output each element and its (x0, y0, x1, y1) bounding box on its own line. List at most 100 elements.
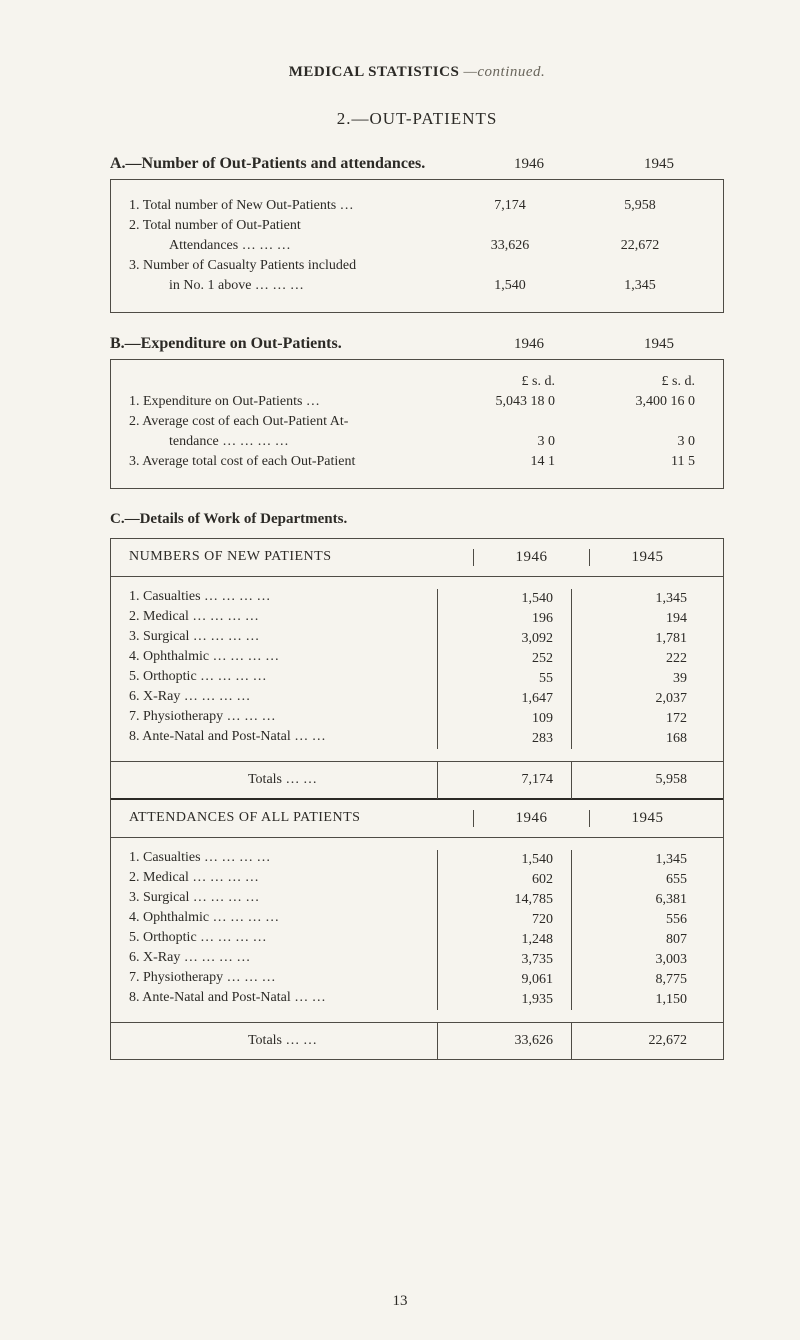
row-value-1946: 283 (437, 729, 571, 749)
row-label: 5. Orthoptic … … … … (129, 930, 437, 946)
table-row: 8. Ante-Natal and Post-Natal … …1,9351,1… (129, 990, 705, 1010)
row-value-1946: 252 (437, 649, 571, 669)
row-value-1945: 5,958 (575, 198, 705, 214)
table-row: 2. Medical … … … …196194 (129, 609, 705, 629)
panel-totals: Totals … …33,62622,672 (111, 1022, 723, 1059)
table-row: 6. X-Ray … … … …3,7353,003 (129, 950, 705, 970)
table-row: 6. X-Ray … … … …1,6472,037 (129, 689, 705, 709)
row-value-1946: 9,061 (437, 970, 571, 990)
row-value-1945: 11 5 (565, 454, 705, 470)
row-value-1945: 3,400 16 0 (565, 394, 705, 410)
row-label: 7. Physiotherapy … … … (129, 709, 437, 725)
table-row: 7. Physiotherapy … … …9,0618,775 (129, 970, 705, 990)
row-label: 8. Ante-Natal and Post-Natal … … (129, 990, 437, 1006)
totals-value-1945: 5,958 (571, 761, 705, 799)
panel-year-1946: 1946 (473, 810, 589, 827)
row-value-1945: 1,150 (571, 990, 705, 1010)
table-row: 2. Average cost of each Out-Patient At- (129, 414, 705, 430)
row-label: 6. X-Ray … … … … (129, 950, 437, 966)
row-label: 2. Total number of Out-Patient (129, 218, 445, 234)
table-row: tendance … … … …3 03 0 (129, 434, 705, 450)
totals-value-1945: 22,672 (571, 1022, 705, 1060)
table-row: 1. Casualties … … … …1,5401,345 (129, 850, 705, 870)
section-b-heading: B.—Expenditure on Out-Patients. (110, 335, 464, 353)
running-title: MEDICAL STATISTICS —continued. (110, 64, 724, 81)
row-value-1945: 556 (571, 910, 705, 930)
running-title-continued: —continued. (464, 64, 546, 80)
row-label: 1. Casualties … … … … (129, 589, 437, 605)
table-row: 1. Total number of New Out-Patients …7,1… (129, 198, 705, 214)
row-label: 2. Average cost of each Out-Patient At- (129, 414, 425, 430)
row-label: 4. Ophthalmic … … … … (129, 649, 437, 665)
panel-title: NUMBERS OF NEW PATIENTS (129, 549, 473, 566)
row-label: 7. Physiotherapy … … … (129, 970, 437, 986)
section-c-block: NUMBERS OF NEW PATIENTS194619451. Casual… (110, 538, 724, 1060)
row-value-1946: 33,626 (445, 238, 575, 254)
row-value-1945: 1,345 (575, 278, 705, 294)
table-row: 8. Ante-Natal and Post-Natal … …283168 (129, 729, 705, 749)
panel-body: 1. Casualties … … … …1,5401,3452. Medica… (111, 838, 723, 1022)
section-a-heading: A.—Number of Out-Patients and attendance… (110, 155, 464, 173)
totals-value-1946: 33,626 (437, 1022, 571, 1060)
row-value-1946: 3,092 (437, 629, 571, 649)
row-value-1945: 6,381 (571, 890, 705, 910)
row-value-1946: 3 0 (425, 434, 565, 450)
table-row: 4. Ophthalmic … … … …252222 (129, 649, 705, 669)
lsd-col-2: £ s. d. (565, 374, 705, 390)
row-value-1946: 1,540 (437, 850, 571, 870)
table-row: 3. Number of Casualty Patients included (129, 258, 705, 274)
row-value-1945: 1,345 (571, 589, 705, 609)
table-row: Attendances … … …33,62622,672 (129, 238, 705, 254)
row-value-1945: 168 (571, 729, 705, 749)
section-b-block: £ s. d. £ s. d. 1. Expenditure on Out-Pa… (110, 359, 724, 489)
row-value-1945: 39 (571, 669, 705, 689)
page-number: 13 (0, 1293, 800, 1310)
year-col-1945: 1945 (594, 156, 724, 173)
panel-year-1946: 1946 (473, 549, 589, 566)
panel-year-1945: 1945 (589, 810, 705, 827)
row-value-1945: 194 (571, 609, 705, 629)
row-value-1946: 1,540 (437, 589, 571, 609)
table-row: 3. Average total cost of each Out-Patien… (129, 454, 705, 470)
section-c: NUMBERS OF NEW PATIENTS194619451. Casual… (110, 538, 724, 1060)
row-label: 3. Number of Casualty Patients included (129, 258, 445, 274)
totals-label: Totals … … (129, 1033, 437, 1049)
row-label: 6. X-Ray … … … … (129, 689, 437, 705)
section-a-block: 1. Total number of New Out-Patients …7,1… (110, 179, 724, 313)
table-row: 2. Total number of Out-Patient (129, 218, 705, 234)
section-a-head: A.—Number of Out-Patients and attendance… (110, 155, 724, 173)
year-col-1946-b: 1946 (464, 336, 594, 353)
page: MEDICAL STATISTICS —continued. 2.—OUT-PA… (0, 0, 800, 1340)
row-label: tendance … … … … (129, 434, 425, 450)
row-value-1946: 7,174 (445, 198, 575, 214)
panel-header: ATTENDANCES OF ALL PATIENTS19461945 (111, 800, 723, 838)
row-value-1945: 172 (571, 709, 705, 729)
row-value-1946: 1,935 (437, 990, 571, 1010)
row-value-1945: 1,345 (571, 850, 705, 870)
panel-year-1945: 1945 (589, 549, 705, 566)
row-value-1946: 55 (437, 669, 571, 689)
table-row: 1. Casualties … … … …1,5401,345 (129, 589, 705, 609)
row-label: 1. Expenditure on Out-Patients … (129, 394, 425, 410)
lsd-col-1: £ s. d. (425, 374, 565, 390)
row-label: 3. Average total cost of each Out-Patien… (129, 454, 425, 470)
row-value-1946: 1,248 (437, 930, 571, 950)
year-col-1945-b: 1945 (594, 336, 724, 353)
table-row: 5. Orthoptic … … … …1,248807 (129, 930, 705, 950)
row-label: 2. Medical … … … … (129, 870, 437, 886)
row-value-1945: 222 (571, 649, 705, 669)
row-value-1945: 22,672 (575, 238, 705, 254)
row-value-1945: 3 0 (565, 434, 705, 450)
row-label: 4. Ophthalmic … … … … (129, 910, 437, 926)
row-value-1946: 14,785 (437, 890, 571, 910)
row-value-1946: 1,540 (445, 278, 575, 294)
row-value-1946: 5,043 18 0 (425, 394, 565, 410)
row-label: 3. Surgical … … … … (129, 629, 437, 645)
totals-label: Totals … … (129, 772, 437, 788)
table-row: 3. Surgical … … … …3,0921,781 (129, 629, 705, 649)
row-label: Attendances … … … (129, 238, 445, 254)
running-title-main: MEDICAL STATISTICS (289, 64, 460, 80)
section-b-head: B.—Expenditure on Out-Patients. 1946 194… (110, 335, 724, 353)
table-row: 5. Orthoptic … … … …5539 (129, 669, 705, 689)
row-value-1946: 602 (437, 870, 571, 890)
